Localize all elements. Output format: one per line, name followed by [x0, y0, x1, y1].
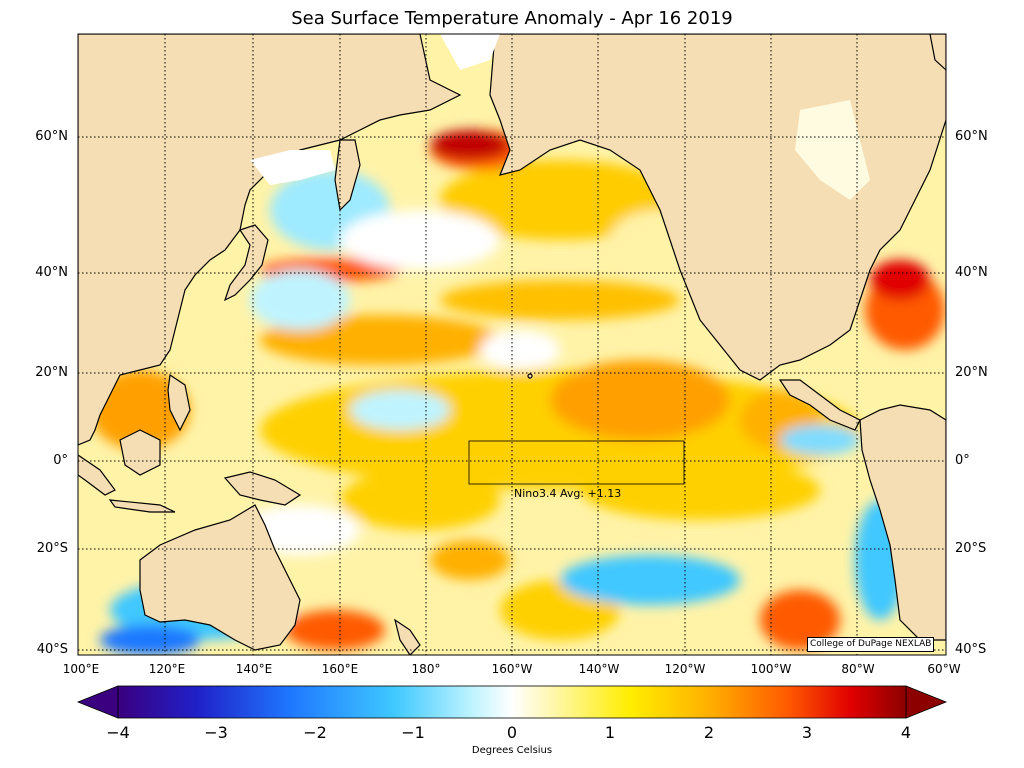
lat-label-right: 60°N [955, 129, 988, 144]
colorbar-tick: −1 [401, 723, 425, 742]
lat-label-left: 0° [53, 453, 68, 468]
philippines-landmass [167, 373, 191, 432]
central-america-landmass [778, 379, 861, 431]
lat-label-right: 20°S [955, 541, 987, 556]
japan-landmass [223, 224, 269, 302]
colorbar-tick: 3 [801, 723, 813, 742]
new-guinea-landmass [223, 471, 302, 506]
lon-label: 100°E [62, 662, 100, 676]
lat-label-left: 40°N [35, 265, 68, 280]
kamchatka-landmass [334, 139, 361, 212]
sumatra-landmass [78, 454, 116, 496]
colorbar-gradient [117, 685, 907, 719]
borneo-landmass [119, 429, 161, 476]
hawaii-island [527, 373, 533, 379]
colorbar-tick: −2 [303, 723, 327, 742]
colorbar-label: Degrees Celsius [471, 745, 553, 756]
colorbar-tick: 0 [506, 723, 518, 742]
colorbar-tick: 1 [604, 723, 616, 742]
colorbar [76, 685, 948, 719]
lon-label: 100°W [750, 662, 792, 676]
greenland-landmass [929, 34, 946, 71]
lon-label: 140°E [235, 662, 273, 676]
lat-label-right: 40°S [955, 642, 987, 657]
lat-label-right: 20°N [955, 365, 988, 380]
australia-landmass [139, 504, 301, 651]
lon-label: 60°W [927, 662, 961, 676]
java-landmass [108, 499, 176, 513]
asia-landmass [78, 34, 462, 446]
colorbar-tick: −3 [204, 723, 228, 742]
south-america-landmass [859, 404, 946, 641]
colorbar-high-extend [905, 685, 948, 719]
lon-label: 160°E [321, 662, 359, 676]
colorbar-low-extend [76, 685, 119, 719]
credit-label: College of DuPage NEXLAB [807, 637, 935, 652]
lon-label: 120°W [664, 662, 706, 676]
colorbar-tick: 2 [703, 723, 715, 742]
lon-label: 140°W [578, 662, 620, 676]
map-frame [77, 33, 947, 656]
nino34-label: Nino3.4 Avg: +1.13 [514, 487, 622, 500]
map-title: Sea Surface Temperature Anomaly - Apr 16… [291, 8, 733, 29]
lon-label: 120°E [148, 662, 186, 676]
colorbar-tick: 4 [900, 723, 912, 742]
lat-label-right: 40°N [955, 265, 988, 280]
lat-label-left: 20°S [36, 541, 68, 556]
lat-label-left: 40°S [36, 642, 68, 657]
colorbar-tick: −4 [106, 723, 130, 742]
lon-label: 160°W [491, 662, 533, 676]
lon-label: 80°W [841, 662, 875, 676]
sea-ice [250, 34, 870, 200]
lat-label-left: 60°N [35, 129, 68, 144]
lon-label: 180° [411, 662, 441, 676]
nino34-box [468, 440, 685, 485]
lat-label-left: 20°N [35, 365, 68, 380]
lat-label-right: 0° [955, 453, 970, 468]
graticule [78, 34, 946, 655]
